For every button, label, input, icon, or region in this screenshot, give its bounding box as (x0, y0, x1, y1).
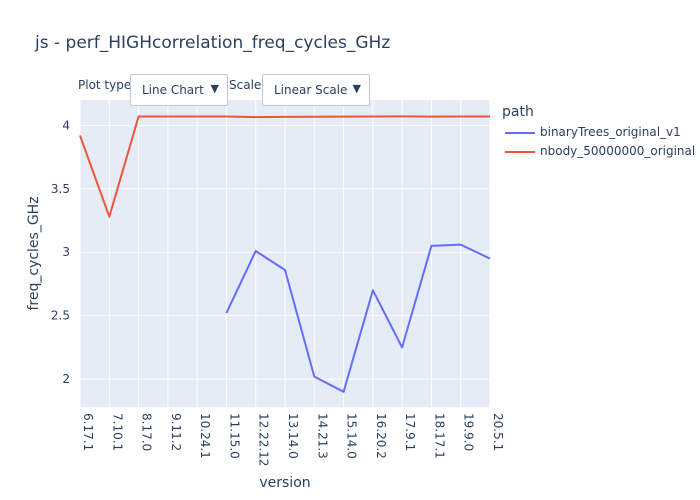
x-tick-label: 14.21.3 (315, 413, 329, 459)
x-tick-label: 12.22.12 (257, 413, 271, 466)
chevron-down-icon: ▼ (210, 82, 219, 95)
x-tick-label: 7.10.1 (110, 413, 124, 451)
y-tick-label: 3.5 (51, 182, 70, 196)
series-lines (79, 115, 491, 393)
x-tick-label: 19.9.0 (462, 413, 476, 451)
scale-label: Scale: (229, 78, 266, 92)
y-tick-label: 2 (62, 372, 70, 386)
plot-type-dropdown[interactable]: Line Chart ▼ (130, 74, 228, 106)
x-tick-label: 6.17.1 (81, 413, 95, 451)
x-tick-label: 18.17.1 (432, 413, 446, 459)
x-tick-label: 17.9.1 (403, 413, 417, 451)
y-tick-label: 4 (62, 118, 70, 132)
legend-label: nbody_50000000_original (540, 144, 696, 158)
plot-type-label: Plot type: (78, 78, 136, 92)
x-tick-label: 15.14.0 (345, 413, 359, 459)
x-tick-label: 11.15.0 (227, 413, 241, 459)
y-tick-labels: 2 2.5 3 3.5 4 (51, 118, 70, 386)
scale-dropdown[interactable]: Linear Scale ▼ (262, 74, 370, 106)
grid-lines (79, 100, 491, 407)
scale-value: Linear Scale (274, 83, 348, 97)
legend-label: binaryTrees_original_v1 (540, 125, 681, 139)
chart-title: js - perf_HIGHcorrelation_freq_cycles_GH… (35, 33, 391, 53)
y-axis-label: freq_cycles_GHz (26, 196, 42, 310)
legend-swatch (505, 151, 535, 153)
plot-type-value: Line Chart (142, 83, 204, 97)
x-tick-label: 16.20.2 (374, 413, 388, 459)
x-tick-label: 20.5.1 (491, 413, 505, 451)
series-line-binaryTrees_original_v1 (225, 243, 491, 393)
x-tick-labels: 6.17.1 7.10.1 8.17.0 9.11.2 10.24.1 11.15.0 12… (81, 413, 505, 466)
x-tick-label: 9.11.2 (169, 413, 183, 451)
x-tick-label: 13.14.0 (286, 413, 300, 459)
x-tick-label: 8.17.0 (140, 413, 154, 451)
y-tick-label: 3 (62, 245, 70, 259)
y-tick-label: 2.5 (51, 309, 70, 323)
legend-title: path (502, 104, 534, 120)
legend-swatch (505, 132, 535, 134)
x-tick-label: 10.24.1 (198, 413, 212, 459)
series-line-nbody_50000000_original (79, 115, 490, 218)
x-axis-label: version (259, 475, 310, 491)
chevron-down-icon: ▼ (352, 82, 361, 95)
